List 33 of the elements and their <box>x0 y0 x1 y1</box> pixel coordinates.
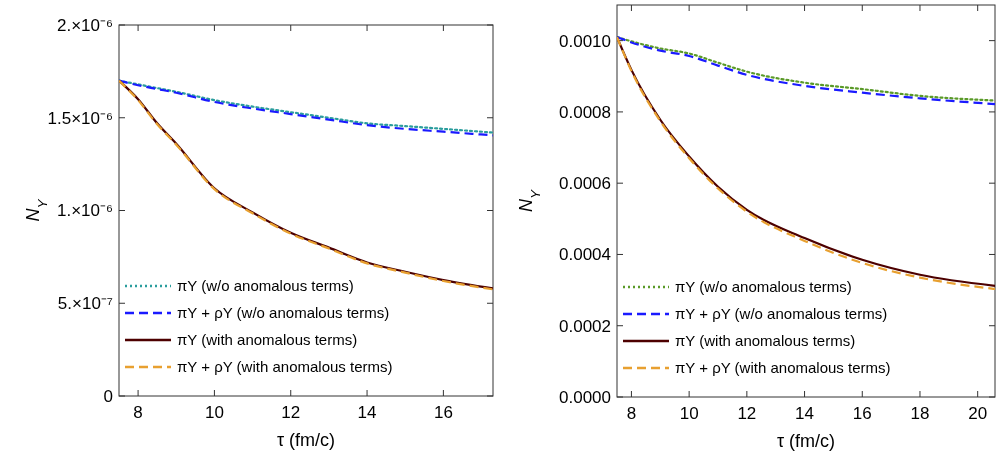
y-tick-label: 0.0010 <box>559 31 611 51</box>
x-axis-title: τ (fm/c) <box>276 430 336 450</box>
legend-label: πY + ρY (w/o anomalous terms) <box>675 305 888 323</box>
x-axis-title: τ (fm/c) <box>776 431 836 451</box>
y-tick-label: 2.×10⁻⁶ <box>56 15 113 35</box>
x-tick-label: 10 <box>204 403 224 422</box>
y-tick-label: 0.0000 <box>559 387 611 407</box>
x-tick-label: 8 <box>626 404 637 423</box>
x-tick-label: 12 <box>737 404 757 423</box>
x-tick-label: 14 <box>357 403 377 422</box>
y-tick-label: 0.0008 <box>559 102 611 122</box>
x-tick-label: 16 <box>852 404 872 423</box>
x-tick-label: 10 <box>679 404 699 423</box>
y-tick-label: 1.5×10⁻⁶ <box>47 108 113 128</box>
y-tick-label: 5.×10⁻⁷ <box>57 294 113 314</box>
x-tick-label: 20 <box>968 404 988 423</box>
x-tick-label: 14 <box>795 404 815 423</box>
x-tick-label: 12 <box>281 403 301 422</box>
x-tick-label: 18 <box>910 404 930 423</box>
x-tick-label: 16 <box>433 403 453 422</box>
y-tick-label: 0.0004 <box>559 245 611 265</box>
y-tick-label: 0 <box>103 386 113 406</box>
legend-label: πY + ρY (with anomalous terms) <box>177 358 393 376</box>
y-tick-label: 0.0006 <box>559 174 611 194</box>
legend-label: πY (w/o anomalous terms) <box>177 277 354 295</box>
legend-label: πY (with anomalous terms) <box>675 332 856 350</box>
legend-label: πY + ρY (w/o anomalous terms) <box>177 304 390 322</box>
legend-label: πY (w/o anomalous terms) <box>675 278 852 296</box>
y-tick-label: 0.0002 <box>559 316 611 336</box>
y-tick-label: 1.×10⁻⁶ <box>56 201 113 221</box>
legend-label: πY + ρY (with anomalous terms) <box>675 359 891 377</box>
x-tick-label: 8 <box>133 403 143 422</box>
legend-label: πY (with anomalous terms) <box>177 331 358 349</box>
